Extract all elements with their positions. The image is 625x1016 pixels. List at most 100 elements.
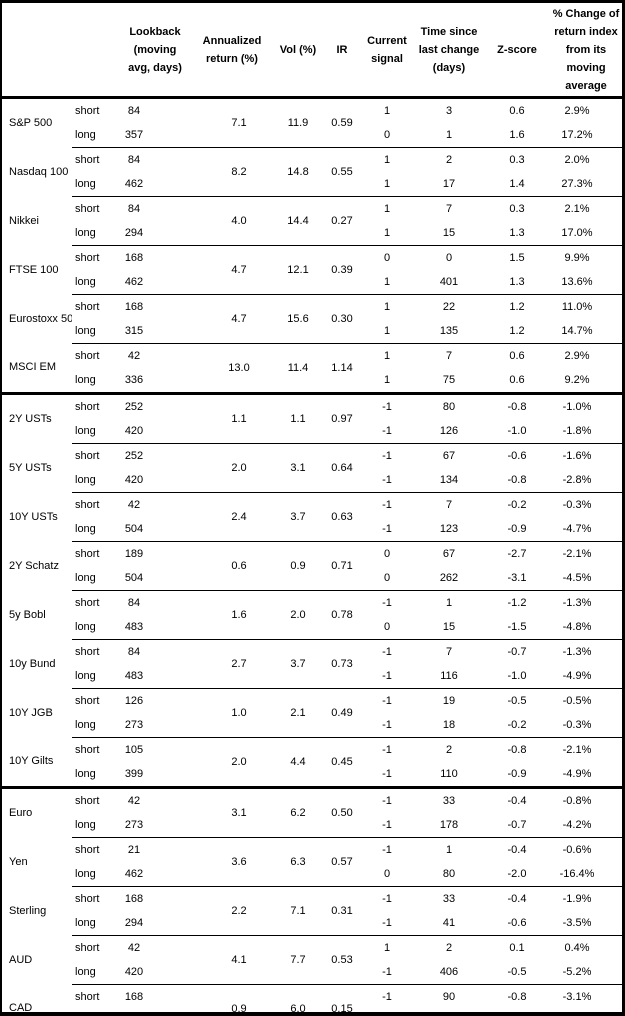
z-score: -0.5 (507, 965, 527, 978)
pct-change: -2.8% (562, 473, 592, 486)
current-signal: 1 (383, 373, 391, 386)
asset-name: MSCI EM (9, 361, 57, 374)
z-score: 1.2 (484, 294, 550, 319)
pct-change: -1.9% (550, 886, 622, 911)
time-since-last-change: 67 (414, 541, 484, 566)
vol-pct: 6.2 (272, 786, 324, 838)
z-score: 1.3 (509, 275, 525, 288)
information-ratio: 0.57 (324, 837, 360, 887)
signal-type: long (72, 1009, 118, 1012)
signal-type: long (75, 128, 96, 141)
table-row: long 294 -1 41 -0.6 -3.5% (2, 911, 622, 936)
information-ratio: 0.63 (324, 492, 360, 542)
information-ratio: 0.27 (324, 196, 360, 246)
time-since-last-change: 1 (445, 128, 453, 141)
signal-type: long (75, 424, 96, 437)
z-score: -0.4 (484, 886, 550, 911)
z-score: -1.1 (484, 1009, 550, 1012)
signal-type: long (75, 473, 96, 486)
table-row: long 357 0 1 1.6 17.2% (2, 123, 622, 148)
pct-change: 9.9% (550, 245, 622, 270)
z-score: -0.7 (484, 639, 550, 664)
current-signal: 1 (360, 196, 414, 221)
z-score: 0.6 (484, 343, 550, 368)
vol-pct: 12.1 (272, 245, 324, 295)
time-since-last-change: 41 (442, 916, 456, 929)
column-header-signal: Current signal (360, 3, 414, 99)
table-row: long 420 -1 406 -0.5 -5.2% (2, 960, 622, 985)
table-row: FTSE 100 short 168 4.7 12.1 0.39 0 0 1.5 9.9% (2, 245, 622, 295)
signal-type: short (72, 147, 118, 172)
table-row: S&P 500 short 84 7.1 11.9 0.59 1 3 0.6 2.9% (2, 98, 622, 129)
current-signal: 1 (383, 275, 391, 288)
time-since-last-change: 15 (442, 226, 456, 239)
column-header-blank-0 (2, 3, 72, 99)
vol-pct: 2.0 (272, 590, 324, 640)
pct-change: -0.8% (550, 786, 622, 813)
z-score: -3.1 (507, 571, 527, 584)
pct-change: -4.8% (562, 620, 592, 633)
signal-type: long (75, 916, 96, 929)
current-signal: 1 (360, 935, 414, 960)
pct-change: -1.8% (562, 424, 592, 437)
lookback-days: 504 (118, 1009, 192, 1012)
information-ratio: 0.45 (324, 737, 360, 788)
table-row: long 483 -1 116 -1.0 -4.9% (2, 664, 622, 689)
pct-change: -2.1% (550, 737, 622, 762)
current-signal: -1 (360, 737, 414, 762)
signal-type: short (72, 590, 118, 615)
information-ratio: 0.78 (324, 590, 360, 640)
current-signal: -1 (360, 688, 414, 713)
z-score: -1.5 (507, 620, 527, 633)
z-score: 0.1 (484, 935, 550, 960)
information-ratio: 0.64 (324, 443, 360, 493)
current-signal: -1 (360, 392, 414, 419)
annualized-return: 2.0 (192, 443, 272, 493)
current-signal: 0 (383, 571, 391, 584)
table-row: long 462 1 17 1.4 27.3% (2, 172, 622, 197)
asset-name: Euro (2, 786, 72, 838)
pct-change: -4.9% (562, 669, 592, 682)
time-since-last-change: 1 (414, 590, 484, 615)
time-since-last-change: 116 (440, 669, 458, 682)
table-row: long 483 0 15 -1.5 -4.8% (2, 615, 622, 640)
signal-type: long (75, 965, 96, 978)
current-signal: 0 (383, 867, 391, 880)
signal-type: short (72, 392, 118, 419)
column-header-ir: IR (324, 3, 360, 99)
signal-type: long (75, 522, 96, 535)
vol-pct: 6.3 (272, 837, 324, 887)
lookback-days: 84 (118, 147, 192, 172)
signal-type: short (72, 541, 118, 566)
lookback-days: 420 (124, 424, 144, 437)
time-since-last-change: 67 (414, 443, 484, 468)
table-row: Nikkei short 84 4.0 14.4 0.27 1 7 0.3 2.1% (2, 196, 622, 246)
z-score: -0.9 (507, 767, 527, 780)
signal-type: short (72, 294, 118, 319)
time-since-last-change: 22 (414, 294, 484, 319)
table-row: long 273 -1 18 -0.2 -0.3% (2, 713, 622, 738)
time-since-last-change: 80 (442, 867, 456, 880)
z-score: 1.3 (509, 226, 525, 239)
current-signal: 1 (383, 226, 391, 239)
information-ratio: 0.39 (324, 245, 360, 295)
pct-change: -0.5% (550, 688, 622, 713)
signal-type: short (72, 837, 118, 862)
signal-type: long (75, 669, 96, 682)
lookback-days: 84 (127, 104, 141, 117)
z-score: -0.8 (507, 473, 527, 486)
z-score: 1.4 (509, 177, 525, 190)
lookback-days: 315 (124, 324, 144, 337)
vol-pct: 3.7 (272, 639, 324, 689)
current-signal: 1 (383, 324, 391, 337)
signal-type: long (75, 718, 96, 731)
table-body: S&P 500 short 84 7.1 11.9 0.59 1 3 0.6 2.9% long 35… (2, 98, 622, 1012)
time-since-last-change: 2 (414, 737, 484, 762)
current-signal: -1 (382, 473, 392, 486)
z-score: 0.3 (484, 196, 550, 221)
signal-type: long (75, 767, 96, 780)
lookback-days: 168 (118, 886, 192, 911)
signal-type: short (72, 639, 118, 664)
table-row: 10Y Gilts short 105 2.0 4.4 0.45 -1 2 -0.8 -2.1% (2, 737, 622, 788)
